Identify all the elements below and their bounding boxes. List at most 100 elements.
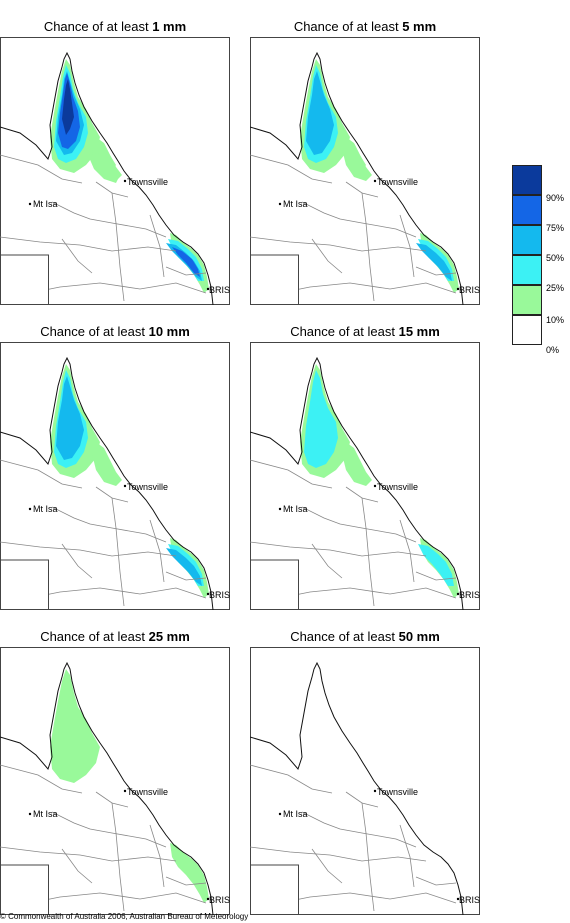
copyright-notice: © Commonwealth of Australia 2006, Austra… [0,912,249,921]
district-boundary [301,811,417,848]
coastline [0,661,214,915]
rainfall-area [172,247,200,277]
district-boundary [415,571,457,581]
town-marker [278,202,282,206]
district-boundary [250,846,427,862]
district-boundary [0,846,177,862]
rainfall-area [88,153,120,183]
town-marker [123,789,127,793]
district-boundary [250,154,333,184]
inset-box [250,559,299,610]
coastline [0,51,214,305]
district-boundary [111,192,125,302]
district-boundary [0,764,83,794]
place-label: Townsville [377,482,418,492]
place-label: Townsville [127,482,168,492]
district-boundary [61,543,93,579]
district-boundary [269,587,457,601]
district-boundary [361,802,375,912]
place-label: Mt Isa [283,809,308,819]
inset-box [0,254,49,305]
place-label: BRIS [459,590,480,600]
rainfall-chance-map: Townsville Mt Isa BRIS [0,37,230,305]
legend-swatch-75 [512,195,542,225]
place-label: Mt Isa [33,809,58,819]
rainfall-area [416,243,452,281]
district-boundary [111,802,125,912]
district-boundary [149,824,165,888]
district-boundary [95,486,129,503]
town-marker [28,507,32,511]
place-label: Mt Isa [283,504,308,514]
inset-box [250,254,299,305]
town-marker [278,812,282,816]
legend: 90% 75% 50% 25% 10% 0% [512,165,570,355]
district-boundary [269,282,457,296]
town-marker [28,812,32,816]
town-marker [456,897,460,901]
coastline [250,661,464,915]
district-boundary [301,201,417,238]
town-marker [123,179,127,183]
district-boundary [415,266,457,276]
district-boundary [149,214,165,278]
panel-title: Chance of at least 5 mm [293,19,437,34]
rainfall-area [418,544,454,586]
district-boundary [399,519,415,583]
legend-swatch-25 [512,255,542,285]
legend-swatch-50 [512,225,542,255]
district-boundary [399,214,415,278]
district-boundary [149,519,165,583]
place-label: BRIS [459,285,480,295]
place-label: Mt Isa [33,199,58,209]
district-boundary [361,192,375,302]
place-label: Townsville [127,787,168,797]
district-boundary [95,791,129,808]
legend-label-0: 0% [546,345,560,355]
legend-label-90: 90% [546,193,565,203]
district-boundary [61,238,93,274]
panel-title: Chance of at least 50 mm [290,629,440,644]
place-label: BRIS [459,895,480,905]
town-marker [373,789,377,793]
town-marker [28,202,32,206]
rainfall-area [56,376,84,460]
panel-title: Chance of at least 1 mm [43,19,187,34]
rainfall-area [306,71,334,155]
district-boundary [51,201,167,238]
district-boundary [0,459,83,489]
place-label: Mt Isa [33,504,58,514]
district-boundary [61,848,93,884]
district-boundary [19,892,207,906]
inset-box [250,864,299,915]
place-label: Townsville [377,177,418,187]
town-marker [123,484,127,488]
district-boundary [345,486,379,503]
place-label: Mt Isa [283,199,308,209]
rainfall-area [62,79,74,135]
district-boundary [111,497,125,607]
district-boundary [51,506,167,543]
rainfall-area [304,370,338,468]
district-boundary [399,824,415,888]
legend-label-25: 25% [546,283,565,293]
town-marker [373,484,377,488]
inset-box [0,559,49,610]
district-boundary [19,282,207,296]
legend-swatch-10 [512,285,542,315]
inset-box [0,864,49,915]
district-boundary [311,848,343,884]
district-boundary [311,543,343,579]
district-boundary [415,876,457,886]
rainfall-area [50,669,100,783]
place-label: Townsville [127,177,168,187]
rainfall-chance-map: Townsville Mt Isa BRIS [0,647,230,915]
town-marker [456,592,460,596]
district-boundary [0,541,177,557]
legend-label-75: 75% [546,223,565,233]
place-label: BRIS [209,285,230,295]
rainfall-chance-map: Townsville Mt Isa BRIS [250,37,480,305]
town-marker [206,897,210,901]
place-label: BRIS [209,590,230,600]
town-marker [278,507,282,511]
